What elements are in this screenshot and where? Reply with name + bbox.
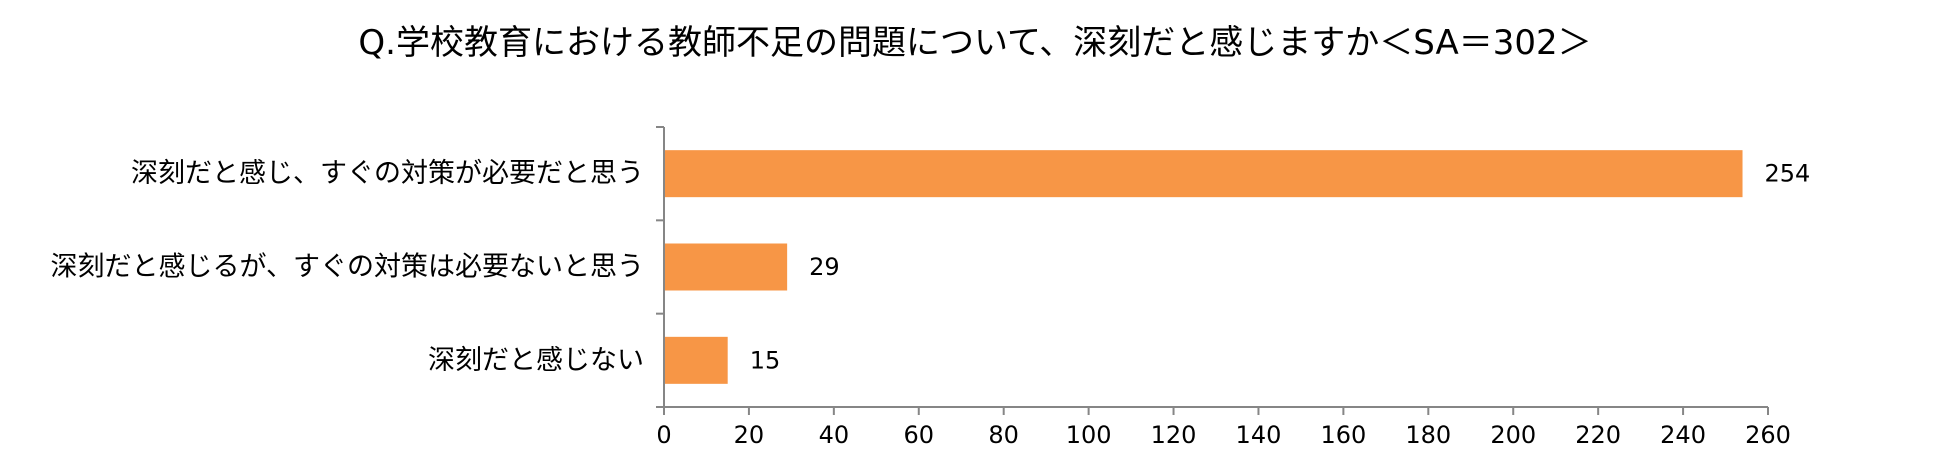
x-tick-label: 180 <box>1405 421 1451 449</box>
data-label: 254 <box>1765 160 1811 188</box>
x-tick-label: 160 <box>1320 421 1366 449</box>
x-tick-label: 140 <box>1236 421 1282 449</box>
x-tick-label: 60 <box>903 421 934 449</box>
chart-title: Q.学校教育における教師不足の問題について、深刻だと感じますか＜SA＝302＞ <box>358 23 1592 63</box>
x-tick-label: 100 <box>1066 421 1112 449</box>
x-tick-label: 0 <box>656 421 671 449</box>
x-tick-label: 40 <box>819 421 850 449</box>
bars-layer <box>664 150 1743 384</box>
x-tick-label: 120 <box>1151 421 1197 449</box>
category-label: 深刻だと感じない <box>428 345 644 376</box>
x-tick-label: 80 <box>988 421 1019 449</box>
bar <box>664 336 728 384</box>
x-tick-label: 220 <box>1575 421 1621 449</box>
bar <box>664 243 788 291</box>
data-label: 29 <box>809 253 840 281</box>
labels-layer: 254 深刻だと感じ、すぐの対策が必要だと思う 29 深刻だと感じるが、すぐの対策は必… <box>51 158 1811 449</box>
x-tick-label: 240 <box>1660 421 1706 449</box>
x-tick-label: 260 <box>1745 421 1791 449</box>
axis-layer <box>656 126 1769 415</box>
x-tick-label: 200 <box>1490 421 1536 449</box>
bar <box>664 150 1743 198</box>
category-label: 深刻だと感じるが、すぐの対策は必要ないと思う <box>51 252 644 283</box>
category-label: 深刻だと感じ、すぐの対策が必要だと思う <box>131 158 644 189</box>
x-tick-label: 20 <box>734 421 765 449</box>
data-label: 15 <box>750 346 781 374</box>
